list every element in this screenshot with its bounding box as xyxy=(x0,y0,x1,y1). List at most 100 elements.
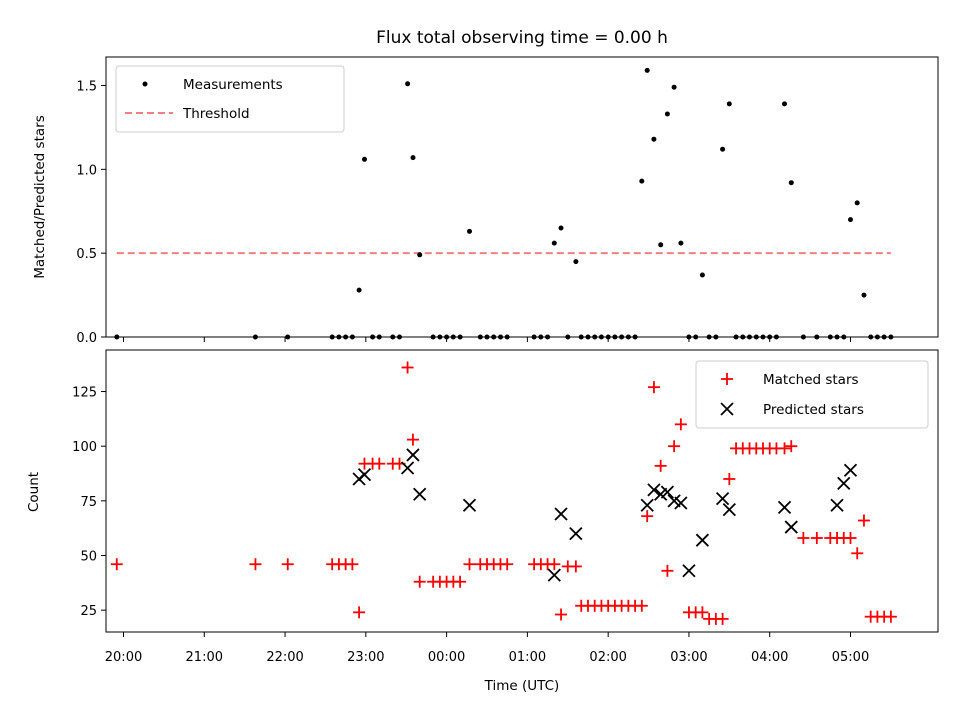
legend-matched-marker xyxy=(721,373,733,385)
matched-star-point xyxy=(857,514,870,527)
legend-predicted-label: Predicted stars xyxy=(763,402,864,418)
predicted-star-stroke xyxy=(837,476,851,490)
matched-star-point xyxy=(785,440,798,453)
matched-star-point xyxy=(281,558,294,571)
measurement-point xyxy=(558,225,564,231)
matched-star-point xyxy=(401,361,414,374)
matched-star-point xyxy=(249,558,262,571)
measurement-point xyxy=(658,242,664,248)
count-y-tick-label: 75 xyxy=(80,495,97,510)
predicted-star-point xyxy=(357,467,372,482)
matched-star-point xyxy=(797,532,810,544)
matched-star-point xyxy=(647,381,660,394)
predicted-star-point xyxy=(715,492,730,506)
count-x-tick-label: 04:00 xyxy=(751,650,788,665)
count-x-tick-label: 05:00 xyxy=(832,650,869,665)
count-x-axis: 20:00 21:00 22:00 23:00 00:00 01:00 02:00 03:00… xyxy=(105,632,869,665)
count-plot-frame xyxy=(105,349,939,633)
count-x-tick-label: 20:00 xyxy=(105,650,142,665)
measurement-point xyxy=(726,101,732,107)
predicted-star-stroke xyxy=(647,483,661,497)
matched-star-point xyxy=(555,608,568,621)
matched-star-point xyxy=(641,510,654,523)
matched-star-point xyxy=(778,442,791,455)
legend-measurements-label: Measurements xyxy=(183,77,283,93)
predicted-star-stroke xyxy=(722,502,736,517)
predicted-star-point xyxy=(547,568,561,582)
measurement-point xyxy=(699,272,705,278)
ratio-plot-frame xyxy=(105,56,939,338)
count-x-tick-label: 03:00 xyxy=(670,650,707,665)
predicted-star-stroke xyxy=(830,498,844,512)
predicted-star-point xyxy=(640,498,654,512)
measurement-point xyxy=(788,180,794,186)
measurement-point xyxy=(848,217,853,223)
legend-measurements-marker xyxy=(142,81,148,87)
ratio-y-tick-label: 0.5 xyxy=(76,247,97,262)
measurement-point xyxy=(671,84,677,90)
count-x-tick-label: 21:00 xyxy=(186,650,223,665)
predicted-star-point xyxy=(462,498,477,512)
count-x-tick-label: 02:00 xyxy=(589,650,626,665)
predicted-star-stroke xyxy=(400,461,415,475)
predicted-star-stroke xyxy=(640,498,654,512)
measurement-point xyxy=(639,178,645,184)
predicted-star-point xyxy=(647,483,661,497)
predicted-star-stroke xyxy=(554,507,568,521)
measurement-point xyxy=(410,155,416,161)
predicted-star-stroke xyxy=(843,463,858,477)
count-x-tick-label: 01:00 xyxy=(509,650,546,665)
ratio-y-axis-label: Matched/Predicted stars xyxy=(32,115,48,278)
predicted-star-point xyxy=(674,496,688,510)
measurement-point xyxy=(362,156,367,162)
measurement-point xyxy=(356,287,362,293)
predicted-star-point xyxy=(722,502,736,517)
legend-matched-label: Matched stars xyxy=(763,372,859,388)
count-x-tick-label: 00:00 xyxy=(428,650,465,665)
matched-star-point xyxy=(454,575,467,588)
ratio-y-tick-label: 1.5 xyxy=(76,80,97,95)
matched-star-point xyxy=(413,575,426,588)
predicted-star-stroke xyxy=(682,564,696,578)
matched-star-point xyxy=(696,606,709,619)
ratio-y-tick-label: 1.0 xyxy=(76,163,97,178)
predicted-star-stroke xyxy=(674,496,688,510)
predicted-star-stroke xyxy=(413,487,427,501)
measurement-point xyxy=(678,240,684,246)
predicted-star-point xyxy=(830,498,844,512)
matched-star-point xyxy=(548,558,561,571)
predicted-star-stroke xyxy=(357,467,372,482)
count-y-tick-label: 125 xyxy=(72,386,97,401)
predicted-star-point xyxy=(777,500,792,515)
matched-star-point xyxy=(569,560,582,573)
predicted-star-stroke xyxy=(667,494,681,508)
chart-title: Flux total observing time = 0.00 h xyxy=(376,28,668,48)
count-y-tick-label: 25 xyxy=(80,604,97,619)
measurement-point xyxy=(573,259,579,265)
measurement-point xyxy=(467,228,472,234)
count-x-tick-label: 23:00 xyxy=(347,650,384,665)
predicted-star-stroke xyxy=(569,526,583,541)
matched-star-point xyxy=(668,440,681,453)
measurement-point xyxy=(551,240,557,246)
ratio-y-axis: 0.0 0.5 1.0 1.5 xyxy=(76,80,106,346)
ratio-plot-area xyxy=(114,67,894,340)
predicted-star-stroke xyxy=(715,492,730,506)
predicted-star-point xyxy=(400,461,415,475)
measurement-point xyxy=(417,252,423,258)
ratio-panel: Flux total observing time = 0.00 h Match… xyxy=(32,28,939,346)
predicted-star-point xyxy=(682,564,696,578)
matched-star-point xyxy=(463,558,476,571)
predicted-star-stroke xyxy=(547,568,561,582)
predicted-star-point xyxy=(660,485,675,499)
matched-star-point xyxy=(346,558,359,571)
count-y-tick-label: 50 xyxy=(80,549,97,564)
predicted-star-stroke xyxy=(462,498,477,512)
count-y-axis-label: Count xyxy=(26,472,42,512)
matched-star-point xyxy=(501,558,514,571)
predicted-star-stroke xyxy=(695,533,710,547)
predicted-star-stroke xyxy=(660,485,675,499)
measurement-point xyxy=(782,101,787,107)
matched-star-point xyxy=(674,418,687,431)
